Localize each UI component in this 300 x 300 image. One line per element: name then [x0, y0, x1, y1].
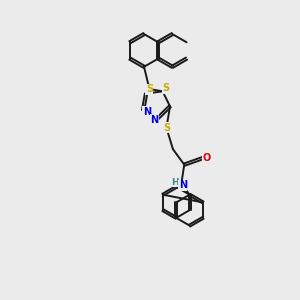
Text: N: N [150, 115, 158, 124]
Text: S: S [162, 83, 169, 93]
Text: S: S [163, 123, 170, 133]
Text: H: H [172, 178, 179, 187]
Text: S: S [146, 84, 153, 94]
Text: N: N [142, 107, 151, 117]
Text: O: O [202, 153, 210, 163]
Text: N: N [179, 181, 187, 190]
